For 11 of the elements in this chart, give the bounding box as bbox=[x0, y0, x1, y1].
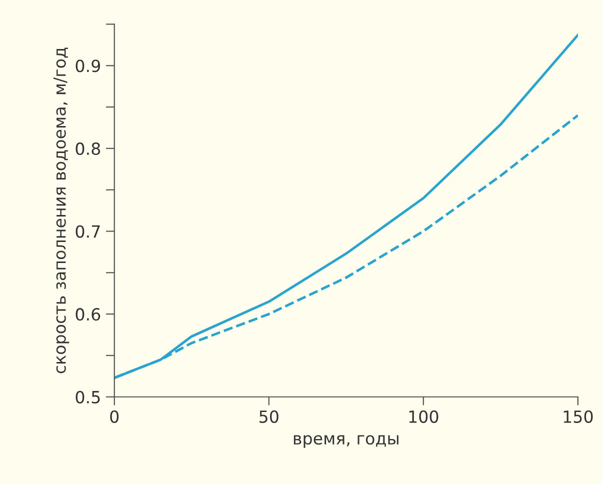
x-tick-label: 0 bbox=[110, 410, 119, 423]
y-tick-label: 0.9 bbox=[76, 60, 100, 72]
y-tick-label: 0.5 bbox=[76, 390, 100, 404]
y-axis-title: скорость заполнения водоема, м/год bbox=[54, 48, 70, 374]
x-axis-title: время, годы bbox=[294, 435, 398, 448]
y-tick-label: 0.8 bbox=[76, 142, 100, 155]
x-tick-label: 100 bbox=[409, 410, 438, 423]
x-tick-label: 50 bbox=[260, 410, 278, 423]
y-tick-label: 0.7 bbox=[76, 225, 100, 238]
y-tick-label: 0.6 bbox=[76, 308, 100, 321]
x-tick-label: 150 bbox=[564, 410, 593, 423]
